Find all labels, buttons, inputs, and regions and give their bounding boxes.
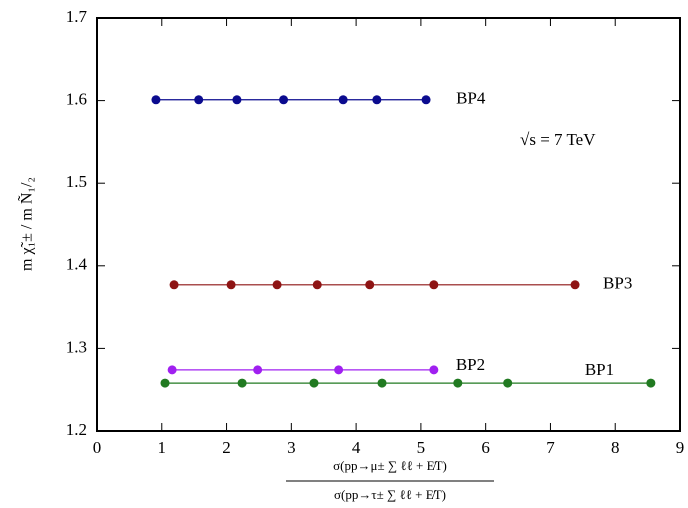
data-point [169,280,179,290]
data-point [570,280,580,290]
data-point [646,378,656,388]
y-tick-label: 1.3 [66,337,87,356]
data-point [237,378,247,388]
data-point [279,95,289,105]
x-tick-label: 2 [222,438,231,457]
data-point [338,95,348,105]
data-point [160,378,170,388]
y-tick-label: 1.4 [66,255,88,274]
x-tick-label: 4 [352,438,361,457]
data-point [272,280,282,290]
x-tick-label: 5 [417,438,426,457]
series-label: BP2 [456,355,485,374]
data-point [453,378,463,388]
x-tick-label: 8 [611,438,620,457]
data-point [372,95,382,105]
x-axis-label-denominator: σ(pp→τ± ∑ ℓℓ + E̸T) [334,487,446,502]
series-label: BP4 [456,89,486,108]
data-point [253,365,263,375]
data-point [377,378,387,388]
data-point [365,280,375,290]
data-point [429,280,439,290]
plot-frame [96,17,681,432]
annotation: √s = 7 TeV [520,130,596,149]
data-point [226,280,236,290]
data-point [429,365,439,375]
data-point [151,95,161,105]
data-point [334,365,344,375]
data-point [232,95,242,105]
x-axis-label-numerator: σ(pp→μ± ∑ ℓℓ + E̸T) [333,458,447,473]
data-point [421,95,431,105]
data-point [167,365,177,375]
y-tick-label: 1.5 [66,172,87,191]
series-label: BP1 [585,360,614,379]
x-tick-label: 6 [481,438,490,457]
y-axis-label: m χ̃₁± / m Ñ₁/₂ [18,177,36,271]
x-tick-label: 9 [676,438,685,457]
x-tick-label: 7 [546,438,555,457]
data-point [312,280,322,290]
x-tick-label: 0 [93,438,102,457]
data-point [309,378,319,388]
x-tick-label: 1 [158,438,167,457]
data-point [503,378,513,388]
y-tick-label: 1.2 [66,420,87,439]
series-label: BP3 [603,274,632,293]
y-tick-label: 1.6 [66,90,87,109]
data-point [194,95,204,105]
x-tick-label: 3 [287,438,296,457]
y-tick-label: 1.7 [66,7,88,26]
